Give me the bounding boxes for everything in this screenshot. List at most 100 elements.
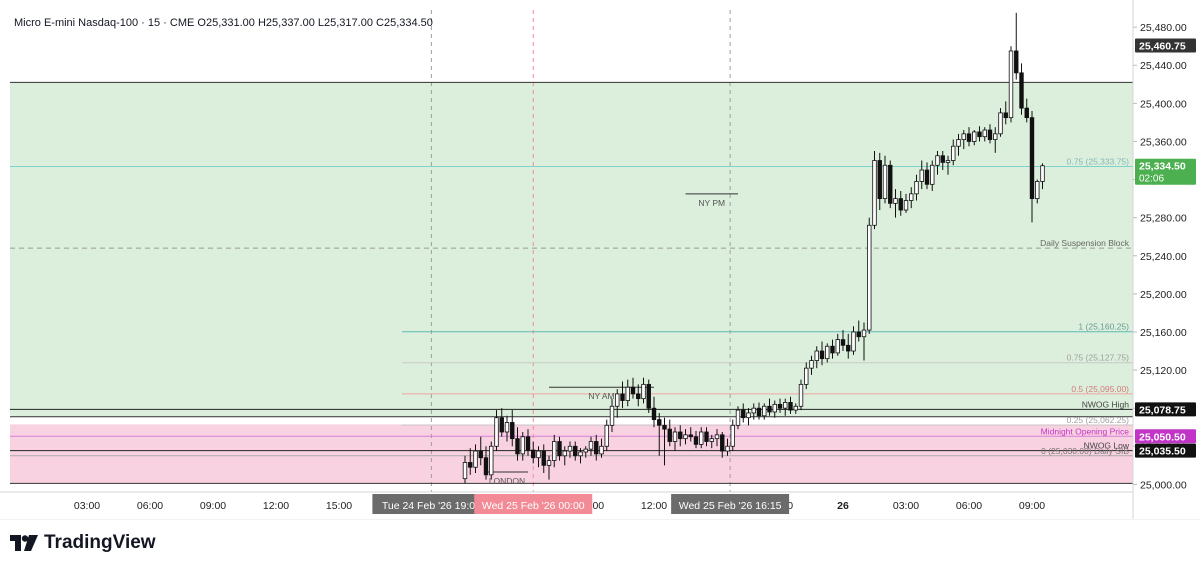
price-label-box (1135, 158, 1196, 185)
candle-down (756, 407, 762, 417)
candle-up (730, 424, 735, 447)
x-tick-label: 09:00 (1019, 500, 1045, 512)
candle-up (903, 200, 909, 211)
candle-up (520, 436, 525, 455)
candle-up (588, 441, 594, 450)
candle-up (599, 445, 604, 455)
x-tick-label: 06:00 (137, 500, 163, 512)
candle-up (683, 434, 688, 440)
zone-daily-suspension-block (10, 82, 1133, 417)
candle-down (657, 419, 662, 426)
candle-up (893, 198, 898, 204)
candle-up (956, 139, 961, 147)
candle-down (662, 424, 667, 430)
price-label: 25,334.50 (1139, 161, 1186, 173)
session-label: LONDON (489, 476, 525, 486)
candle-up (993, 133, 998, 140)
candle-up (972, 131, 977, 142)
tradingview-logo-icon (10, 535, 38, 551)
candle-up (504, 422, 510, 433)
candle-down (819, 350, 825, 360)
y-tick-label: 25,200.00 (1140, 289, 1187, 301)
candle-down (1019, 72, 1024, 109)
candle-up (961, 133, 966, 140)
candle-up (851, 331, 856, 352)
candle-down (468, 462, 473, 468)
candle-up (909, 193, 914, 201)
candle-up (615, 393, 620, 407)
candle-down (636, 393, 641, 400)
y-tick-label: 25,440.00 (1140, 60, 1187, 72)
candle-up (861, 329, 867, 338)
level-label: NWOG High (1082, 399, 1130, 409)
price-chart[interactable]: 0.75 (25,333.75) Daily Suspension Block 1 … (0, 0, 1200, 520)
price-label: 25,078.75 (1139, 404, 1186, 416)
candle-up (982, 129, 987, 138)
candle-up (1035, 181, 1040, 200)
candle-up (583, 448, 588, 453)
candle-up (625, 386, 630, 401)
x-highlight-box (474, 494, 593, 514)
candle-up (1040, 165, 1045, 182)
price-label-box (1135, 443, 1196, 458)
x-tick-label: 09:00 (200, 500, 226, 512)
x-tick-label: 15:00 (326, 500, 352, 512)
candle-up (930, 164, 935, 185)
candle-down (651, 407, 657, 421)
level-label: 0.75 (25,127.75) (1067, 353, 1130, 363)
candle-down (1024, 107, 1029, 119)
candle-up (641, 383, 646, 400)
ohlc-high: H25,337.00 (255, 17, 315, 29)
candle-down (1003, 112, 1008, 119)
level-label: 0.5 (25,095.00) (1071, 384, 1129, 394)
level-label: Daily Suspension Block (1040, 238, 1130, 248)
candle-down (499, 417, 504, 433)
candle-down (693, 436, 699, 445)
level-label: 0.75 (25,333.75) (1067, 156, 1130, 166)
y-tick-label: 25,280.00 (1140, 213, 1187, 225)
candle-down (830, 345, 835, 354)
price-label-box (1135, 402, 1196, 417)
candle-down (478, 450, 483, 459)
x-tick-label: 03:00 (893, 500, 919, 512)
x-highlight-box (671, 494, 790, 514)
candle-down (594, 441, 599, 455)
tradingview-branding[interactable]: TradingView (10, 530, 156, 556)
x-tick-label: 26 (837, 500, 849, 512)
level-label: 0 (25,030.00) Daily SIB (1041, 446, 1129, 456)
candle-up (835, 339, 840, 354)
candle-up (804, 367, 809, 385)
y-tick-label: 25,160.00 (1140, 327, 1187, 339)
y-tick-label: 25,120.00 (1140, 365, 1187, 377)
level-label: Midnight Opening Price (1041, 426, 1130, 436)
zone-nwog (10, 424, 1133, 484)
candle-down (788, 402, 793, 411)
candle-down (667, 428, 672, 442)
candle-down (678, 431, 683, 440)
level-label: 1 (25,160.25) (1078, 322, 1129, 332)
candle-up (546, 460, 552, 466)
candle-up (945, 160, 951, 163)
candle-down (483, 457, 489, 476)
candle-up (882, 164, 888, 200)
candle-up (914, 181, 919, 195)
x-highlight-label: Wed 25 Feb '26 16:15 (679, 500, 782, 512)
x-tick-label: 12:00 (641, 500, 667, 512)
candle-down (888, 164, 893, 204)
candle-down (856, 331, 861, 338)
candle-up (867, 224, 872, 331)
candle-up (872, 160, 877, 226)
candle-up (814, 350, 819, 361)
candle-down (898, 198, 903, 211)
candle-up (714, 434, 720, 440)
candle-up (809, 360, 814, 369)
x-highlight-label: Wed 25 Feb '26 00:00 (482, 500, 585, 512)
candle-down (630, 386, 636, 395)
price-label: 25,050.50 (1139, 431, 1186, 443)
candle-up (798, 383, 804, 407)
candle-down (741, 409, 746, 419)
candle-down (777, 403, 783, 409)
price-label: 25,460.75 (1139, 40, 1186, 52)
candle-down (515, 438, 520, 455)
candle-up (772, 403, 777, 413)
